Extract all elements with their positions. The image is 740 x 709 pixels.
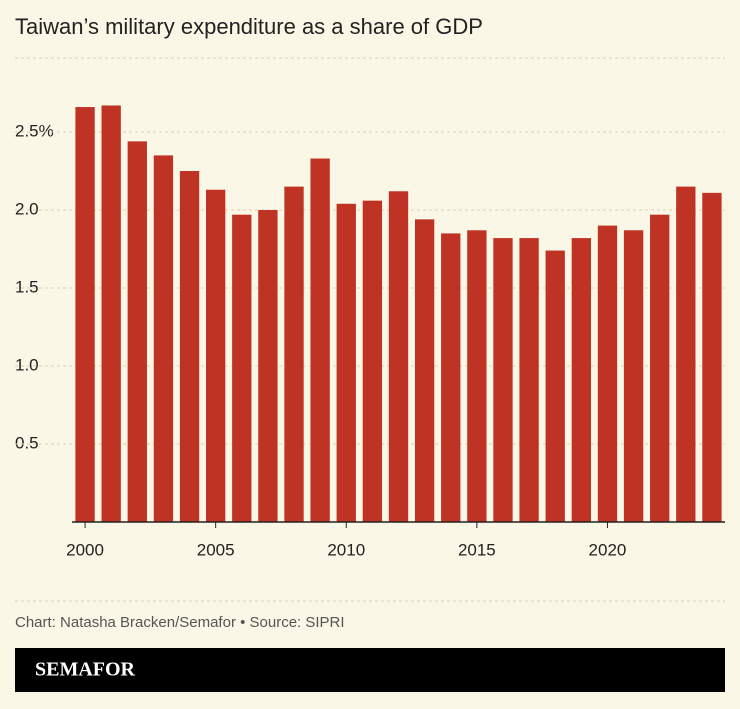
logo: SEMAFOR <box>35 659 136 681</box>
chart-title: Taiwan’s military expenditure as a share… <box>15 14 483 39</box>
bar <box>571 238 592 522</box>
logo-bar <box>15 648 725 692</box>
bar <box>650 214 670 522</box>
x-tick-label: 2005 <box>197 540 235 559</box>
x-tick-label: 2020 <box>589 540 627 559</box>
bar <box>597 225 618 522</box>
bar <box>310 158 330 522</box>
x-tick-label: 2015 <box>458 540 496 559</box>
bar <box>676 186 696 522</box>
y-tick-label: 0.5 <box>15 433 39 452</box>
y-tick-label: 1.0 <box>15 355 39 374</box>
bar <box>232 214 252 522</box>
bar <box>258 210 278 522</box>
bar <box>336 203 356 522</box>
bar <box>493 238 513 522</box>
bar <box>101 105 121 522</box>
x-tick-label: 2010 <box>327 540 365 559</box>
y-tick-label: 1.5 <box>15 277 39 296</box>
bar <box>388 191 409 522</box>
bar <box>362 200 383 522</box>
bar <box>284 186 304 522</box>
bar <box>519 238 539 522</box>
bar <box>467 230 487 522</box>
y-tick-label: 2.0 <box>15 199 39 218</box>
x-tick-label: 2000 <box>66 540 104 559</box>
bar <box>545 250 565 522</box>
bar <box>414 219 435 523</box>
y-tick-label: 2.5% <box>15 121 54 140</box>
bar <box>441 233 461 522</box>
bar <box>153 155 174 522</box>
bar <box>127 141 147 523</box>
bar <box>205 189 226 522</box>
bar <box>179 171 200 522</box>
bar <box>623 230 644 522</box>
bar <box>75 107 95 522</box>
credit: Chart: Natasha Bracken/Semafor • Source:… <box>15 614 345 631</box>
bar <box>702 192 722 522</box>
